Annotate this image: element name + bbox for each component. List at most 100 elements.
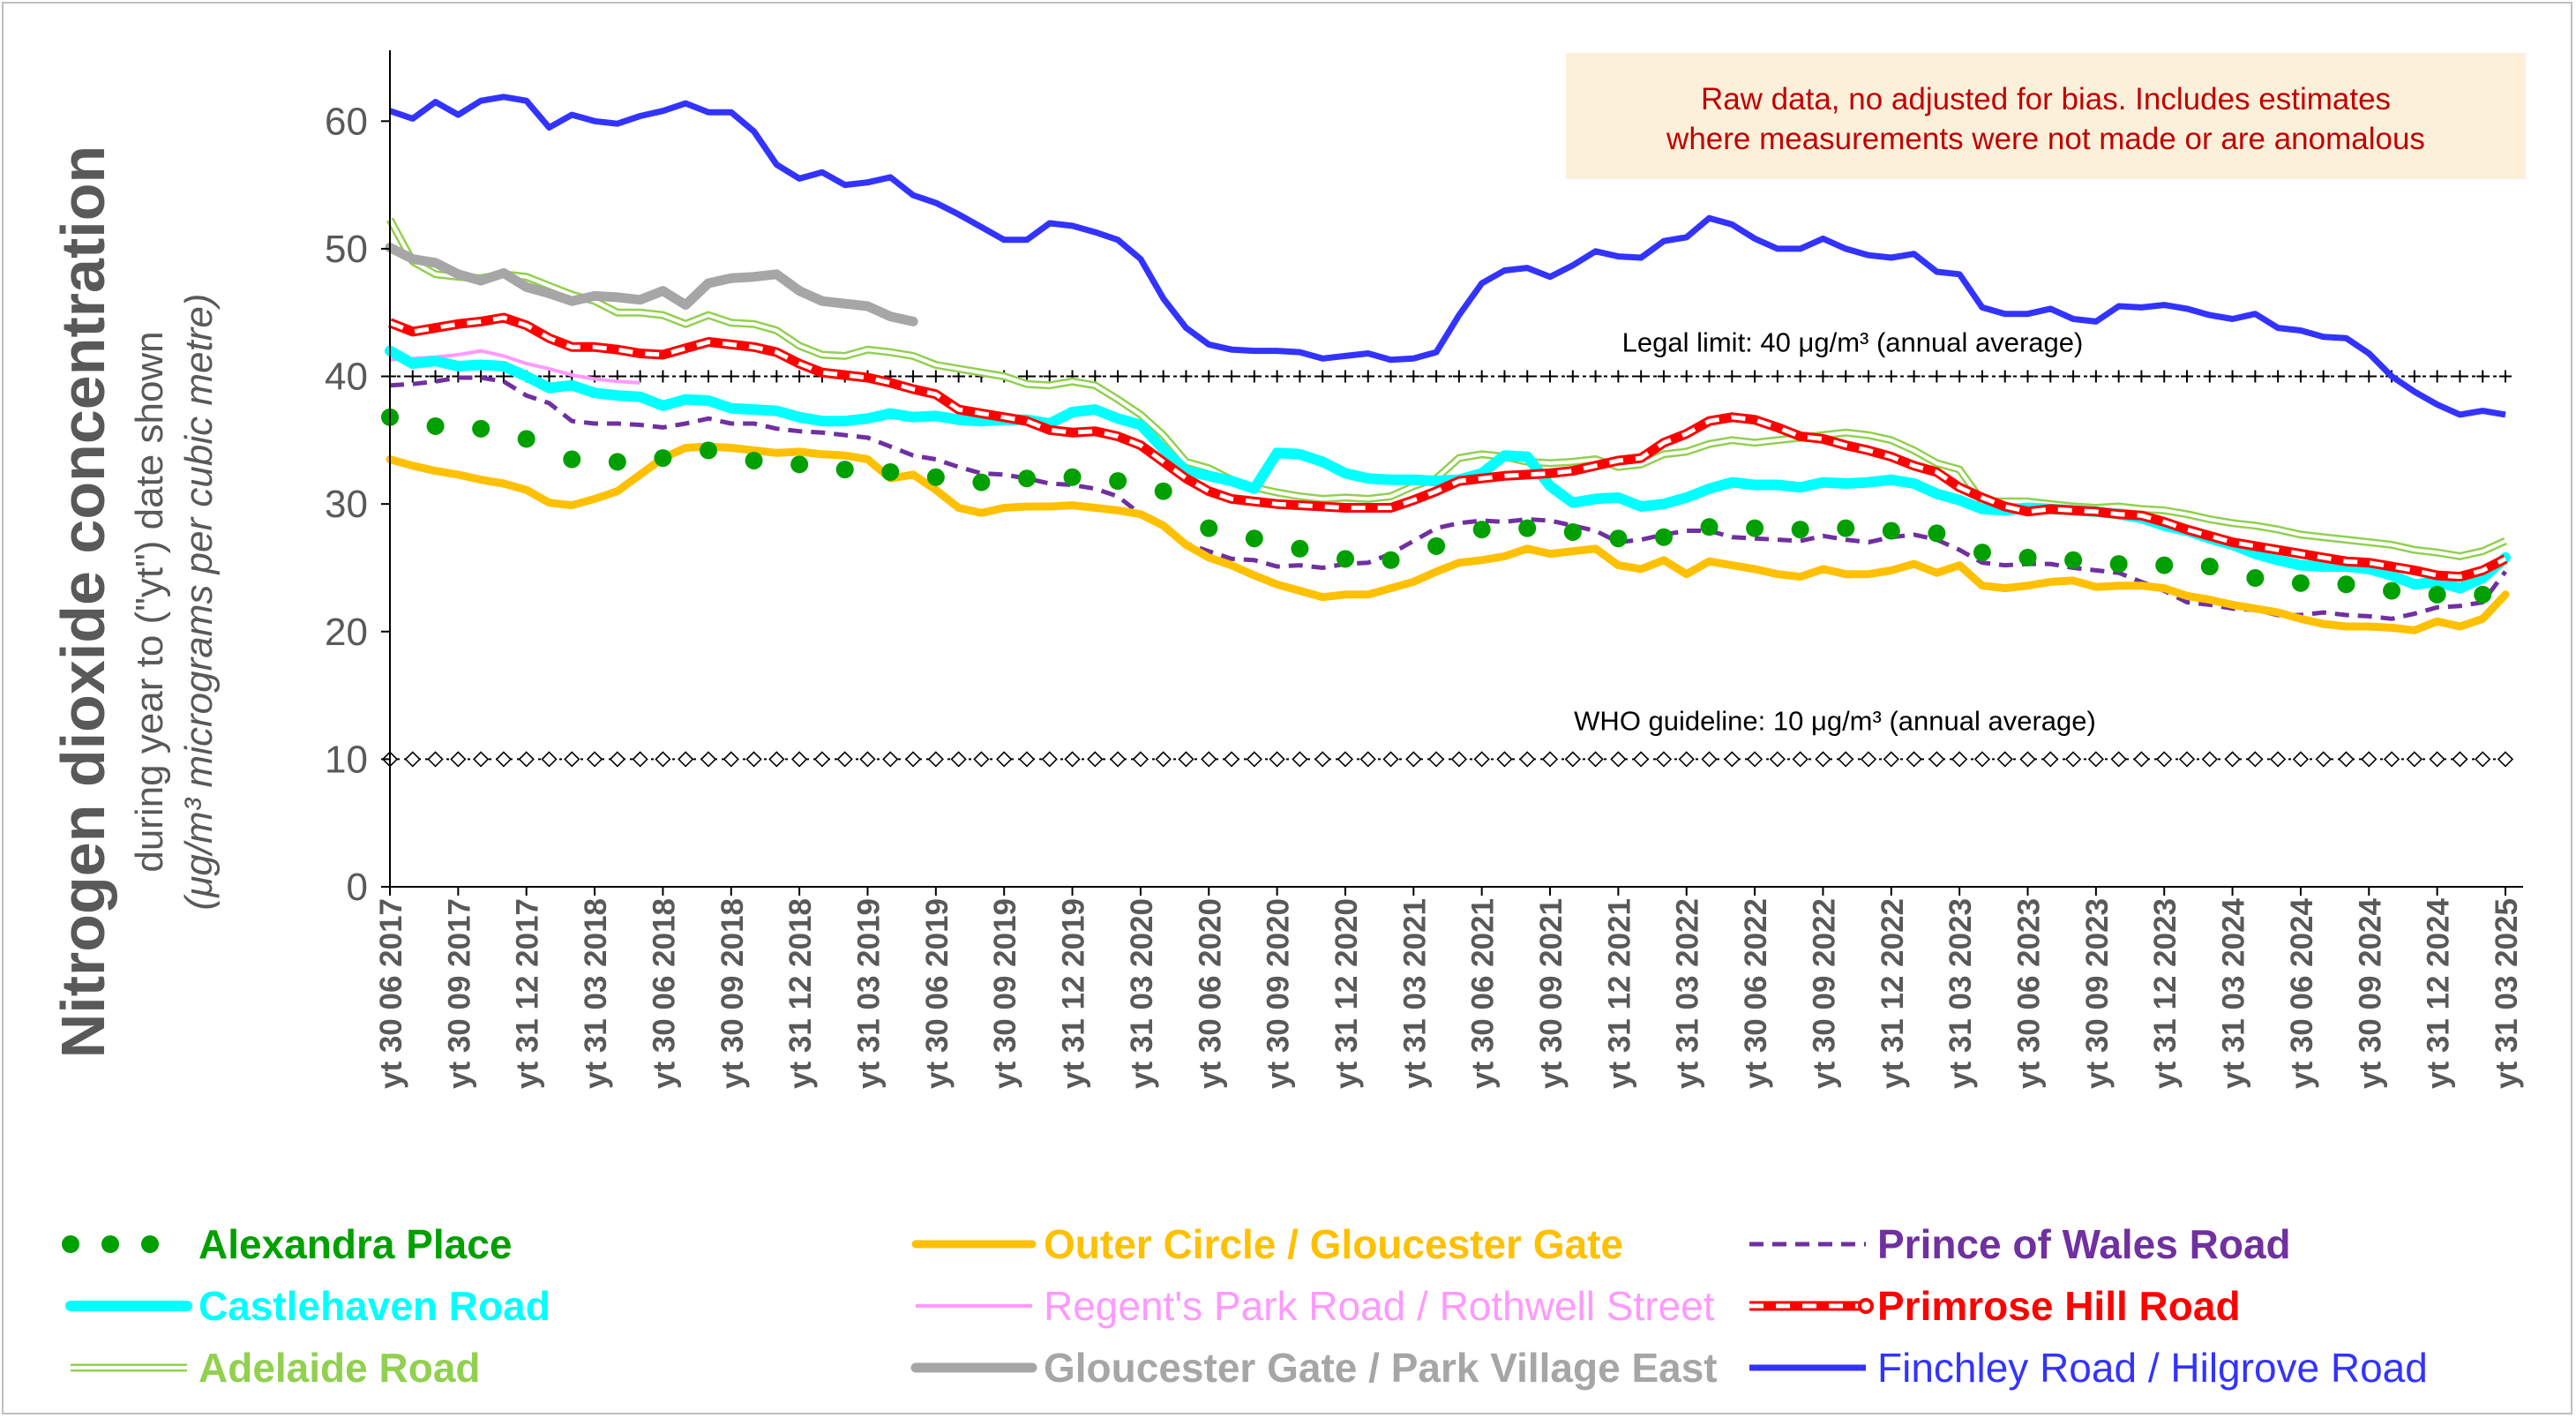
legal-limit-marker <box>2203 370 2216 383</box>
who-guideline-marker <box>1838 751 1854 768</box>
series-alexandra-place-point <box>1427 536 1446 555</box>
who-guideline-marker <box>2292 751 2310 768</box>
series-outer-circle-gloucester-gate-line <box>386 442 2510 634</box>
x-tick-label: yt 30 06 2024 <box>2285 897 2319 1089</box>
series-alexandra-place-point <box>1109 472 1127 491</box>
who-guideline-marker <box>586 751 603 768</box>
legal-limit-marker <box>1407 370 1420 383</box>
x-tick-label: yt 30 06 2019 <box>920 898 955 1089</box>
legal-limit-marker <box>1270 370 1284 383</box>
who-guideline-marker <box>1496 751 1513 768</box>
series-alexandra-place-point <box>972 473 991 491</box>
who-guideline-marker <box>1473 751 1490 768</box>
who-guideline-marker <box>2201 751 2218 768</box>
x-tick-label: yt 30 09 2021 <box>1534 898 1569 1089</box>
legal-limit-marker <box>2363 370 2376 383</box>
who-guideline-marker <box>973 751 990 768</box>
x-tick-label: yt 30 06 2017 <box>374 898 408 1089</box>
x-tick-label: yt 31 03 2021 <box>1397 898 1432 1089</box>
legal-limit-marker <box>1680 370 1693 383</box>
who-guideline-marker <box>1450 751 1468 768</box>
series-alexandra-place-point <box>1291 539 1309 558</box>
who-guideline-marker <box>1587 751 1604 768</box>
series-alexandra-place-point <box>699 441 717 460</box>
legal-limit-marker <box>1998 370 2011 383</box>
legend-regent-s-park-road-rothwell-street: Regent's Park Road / Rothwell Street <box>916 1283 1715 1329</box>
who-guideline-marker <box>1064 751 1081 768</box>
legal-limit-marker <box>2135 370 2148 383</box>
who-guideline-marker <box>950 751 967 768</box>
series-alexandra-place-point <box>2246 569 2265 588</box>
who-guideline-marker <box>2383 751 2400 768</box>
legal-limit-marker <box>1793 370 1807 383</box>
who-guideline-marker <box>2178 751 2196 768</box>
legal-limit-marker <box>2408 370 2421 383</box>
x-tick-label: yt 30 06 2021 <box>1466 898 1501 1089</box>
series-alexandra-place-point <box>1336 550 1354 568</box>
series-alexandra-place-point <box>654 449 672 468</box>
x-tick-label: yt 31 03 2018 <box>579 898 613 1089</box>
annotation-line-1: Raw data, no adjusted for bias. Includes… <box>1701 82 2391 116</box>
reference-lines: Legal limit: 40 μg/m³ (annual average) WH… <box>381 327 2514 768</box>
legal-limit-marker <box>1862 370 1876 383</box>
who-guideline-marker <box>1314 751 1331 768</box>
legal-limit-marker <box>1657 370 1670 383</box>
series-alexandra-place-point <box>790 455 809 474</box>
who-guideline-marker <box>1610 751 1627 768</box>
legend-primrose-hill-road: Primrose Hill Road <box>1749 1283 2241 1329</box>
who-guideline-marker <box>2361 751 2378 768</box>
who-guideline-marker <box>2019 751 2036 768</box>
series-alexandra-place-point <box>563 450 581 469</box>
legal-limit-marker <box>1134 370 1147 383</box>
series-alexandra-place-point <box>745 451 763 469</box>
who-guideline-marker <box>790 751 808 768</box>
who-guideline-marker <box>2224 751 2241 768</box>
legal-limit-marker <box>907 370 920 383</box>
series-alexandra-place-point <box>835 461 854 479</box>
who-guideline-marker <box>768 751 785 768</box>
x-tick-label: yt 31 03 2024 <box>2217 897 2251 1089</box>
series-alexandra-place-point <box>2018 548 2037 566</box>
who-guideline-marker <box>2475 751 2491 768</box>
legal-limit-marker <box>429 370 442 383</box>
legal-limit-marker <box>2021 370 2034 383</box>
series-alexandra-place-point <box>1472 521 1491 539</box>
legal-limit-marker <box>2226 370 2239 383</box>
y-axis-title: Nitrogen dioxide concentration during ye… <box>49 146 221 1059</box>
legal-limit-marker <box>2044 370 2057 383</box>
who-guideline-marker <box>904 751 922 768</box>
series-alexandra-place-point <box>1700 518 1719 536</box>
who-guideline-marker <box>609 751 625 768</box>
legal-limit-marker <box>543 370 556 383</box>
who-guideline-marker <box>1109 751 1127 768</box>
who-guideline-marker <box>2270 751 2287 768</box>
series-primrose-hill-road-line-outer <box>387 312 2508 582</box>
legal-limit-marker <box>2181 370 2194 383</box>
series-alexandra-place-point <box>1563 522 1582 541</box>
legend-regent-s-park-road-rothwell-street-label: Regent's Park Road / Rothwell Street <box>1044 1283 1715 1329</box>
series-prince-of-wales-road <box>389 375 2508 621</box>
who-guideline-marker <box>518 751 535 768</box>
legend-adelaide-road-label: Adelaide Road <box>198 1345 481 1391</box>
who-guideline-marker <box>1087 751 1104 768</box>
legal-limit-marker <box>701 370 715 383</box>
series-finchley-road-hilgrove-road-line <box>388 94 2506 418</box>
x-tick-label: yt 31 12 2022 <box>1876 898 1910 1089</box>
who-guideline-marker <box>927 751 944 768</box>
who-guideline-marker <box>427 751 444 768</box>
who-guideline-marker <box>859 751 876 768</box>
who-guideline-marker <box>723 751 739 768</box>
legal-limit-marker <box>793 370 806 383</box>
legal-limit-marker <box>1293 370 1307 383</box>
who-guideline-marker <box>1337 751 1354 768</box>
who-guideline-marker <box>2338 751 2355 768</box>
legal-limit-marker <box>1043 370 1056 383</box>
legal-limit-marker <box>1907 370 1921 383</box>
series-alexandra-place-point <box>1609 529 1628 548</box>
who-guideline-marker <box>1928 751 1945 768</box>
who-guideline-marker <box>2110 751 2127 768</box>
who-guideline-marker <box>450 751 467 768</box>
legal-limit-marker <box>1589 370 1602 383</box>
legal-limit-marker <box>1430 370 1443 383</box>
